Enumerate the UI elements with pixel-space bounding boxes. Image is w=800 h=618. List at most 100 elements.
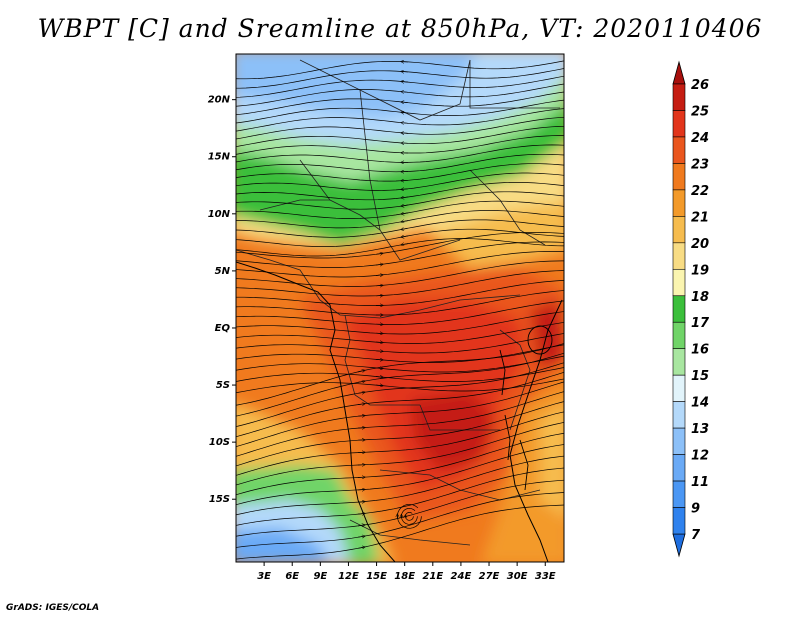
streamline-arrow	[402, 189, 409, 190]
colorbar: 7 9 11 12 13 14 15 16 17 18 19 20 21 22 23 24 25 26	[672, 60, 710, 558]
streamline	[236, 343, 564, 406]
streamline-arrow	[357, 514, 364, 515]
lat-label: 15N	[208, 152, 231, 163]
lon-label: 21E	[422, 571, 443, 582]
colorbar-label: 9	[691, 502, 700, 517]
streamline	[236, 422, 564, 486]
streamline-arrow	[402, 112, 409, 113]
streamline	[236, 455, 564, 516]
streamline	[236, 251, 564, 278]
lon-label: 30E	[507, 571, 528, 582]
colorbar-label: 7	[691, 528, 701, 543]
streamline	[236, 401, 564, 467]
streamline	[236, 467, 564, 526]
colorbar-label: 21	[691, 210, 709, 225]
colorbar-extend-high	[672, 60, 686, 85]
colorbar-swatch	[672, 454, 686, 482]
streamline-arrow	[357, 428, 364, 429]
streamline	[236, 241, 564, 268]
streamline-arrow	[357, 381, 364, 382]
colorbar-label: 16	[691, 343, 709, 358]
streamline	[397, 503, 422, 529]
streamline	[236, 355, 564, 373]
streamline	[236, 492, 564, 548]
colorbar-label: 23	[691, 157, 709, 172]
streamline-arrow	[357, 392, 364, 393]
longitude-axis: 3E 6E 9E 12E 15E 18E 21E 24E 27E 30E 33E	[257, 562, 556, 582]
lon-label: 3E	[257, 571, 271, 582]
streamline-arrow	[375, 275, 382, 276]
streamline	[236, 311, 564, 335]
colorbar-label: 17	[691, 316, 710, 331]
streamline	[236, 290, 564, 316]
colorbar-label: 18	[691, 290, 709, 305]
streamline	[236, 344, 564, 363]
streamline	[236, 352, 564, 417]
streamline	[236, 381, 564, 448]
streamline-arrow	[402, 244, 409, 245]
streamline-arrow	[402, 92, 409, 93]
map-title: WBPT [C] and Sreamline at 850hPa, VT: 20…	[37, 14, 763, 43]
lon-label: 18E	[394, 571, 415, 582]
latitude-axis: 20N 15N 10N 5N EQ 5S 10S 15S	[208, 95, 236, 505]
lon-label: 9E	[313, 571, 327, 582]
lon-label: 27E	[479, 571, 500, 582]
colorbar-label: 12	[691, 449, 709, 464]
streamlines	[236, 60, 564, 560]
streamline	[236, 260, 564, 287]
streamline-arrow	[357, 371, 364, 372]
lat-label: 10N	[208, 209, 231, 220]
colorbar-swatch	[672, 295, 686, 323]
colorbar-label: 15	[691, 369, 709, 384]
streamline-arrow	[357, 404, 364, 405]
colorbar-swatch	[672, 507, 686, 535]
streamline	[236, 479, 564, 537]
colorbar-label: 24	[691, 131, 709, 146]
streamline-arrow	[375, 385, 382, 386]
east-coastline	[509, 299, 563, 562]
colorbar-extend-low	[672, 533, 686, 558]
colorbar-label: 11	[691, 475, 709, 490]
streamline	[236, 232, 564, 259]
streamline	[236, 432, 564, 496]
streamline	[236, 444, 564, 506]
colorbar-label: 20	[691, 237, 709, 252]
streamline	[236, 333, 564, 354]
colorbar-swatch	[672, 110, 686, 138]
colorbar-swatch	[672, 348, 686, 376]
streamline-arrow	[375, 359, 382, 360]
lat-label: EQ	[215, 323, 231, 334]
streamline	[236, 362, 564, 427]
streamline-arrow	[402, 123, 409, 124]
colorbar-swatch	[672, 427, 686, 455]
lat-label: 5N	[215, 266, 231, 277]
streamline-arrow	[357, 547, 364, 548]
streamline-arrow	[402, 133, 409, 134]
lon-label: 24E	[451, 571, 472, 582]
streamline-arrow	[402, 102, 409, 103]
colorbar-label: 25	[691, 104, 709, 119]
grads-credit: GrADS: IGES/COLA	[6, 603, 100, 613]
colorbar-swatch	[672, 136, 686, 164]
colorbar-swatch	[672, 401, 686, 429]
streamline	[401, 507, 418, 525]
colorbar-label: 19	[691, 263, 709, 278]
lon-label: 12E	[338, 571, 359, 582]
streamline	[236, 391, 564, 457]
streamline	[236, 371, 564, 438]
lat-label: 5S	[216, 380, 230, 391]
colorbar-swatch	[672, 189, 686, 217]
streamline-arrow	[357, 525, 364, 526]
streamline-arrow	[357, 536, 364, 537]
streamline-arrow	[402, 82, 409, 83]
colorbar-swatch	[672, 374, 686, 402]
lon-label: 6E	[285, 571, 299, 582]
streamline	[236, 270, 564, 297]
streamline	[236, 280, 564, 306]
streamline-arrow	[375, 377, 382, 378]
streamline	[236, 504, 564, 560]
colorbar-swatch	[672, 321, 686, 350]
colorbar-label: 26	[691, 78, 709, 93]
colorbar-label: 13	[691, 422, 709, 437]
